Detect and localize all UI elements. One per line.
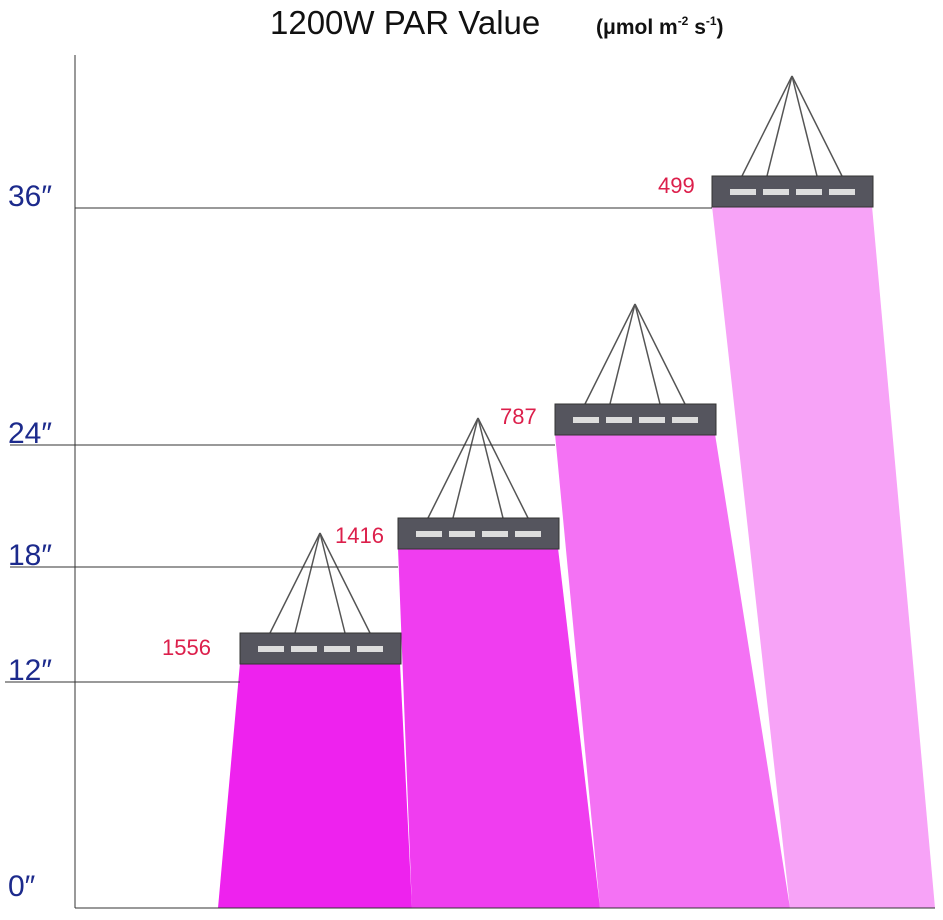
lamp — [397, 417, 560, 550]
lamp-vent — [639, 417, 665, 423]
lamp-vent — [672, 417, 698, 423]
lamp — [239, 532, 402, 665]
unit-exp: -1 — [706, 14, 717, 28]
hanger — [584, 303, 636, 405]
hanger — [634, 303, 686, 405]
lamp-vent — [357, 646, 383, 652]
lamp-vent — [324, 646, 350, 652]
lamp — [711, 75, 874, 208]
lamp-vent — [606, 417, 632, 423]
lamp-vent — [730, 189, 756, 195]
unit: (μmol m-2 s-1) — [596, 14, 724, 39]
lamps: 1556 1416 787 499 — [162, 75, 874, 665]
lamp-vent — [763, 189, 789, 195]
lamp-vent — [416, 531, 442, 537]
beam — [218, 663, 412, 908]
unit-mid: s — [688, 16, 706, 39]
hanger — [427, 417, 479, 519]
light-beams — [218, 206, 935, 908]
beam — [555, 434, 790, 908]
beam — [712, 206, 935, 908]
hanger — [319, 532, 371, 634]
hanger — [319, 532, 346, 634]
hanger — [477, 417, 529, 519]
unit-close: ) — [717, 16, 724, 39]
hanger — [741, 75, 793, 177]
hanger — [477, 417, 504, 519]
hanger — [452, 417, 479, 519]
lamp-vent — [573, 417, 599, 423]
hanger — [609, 303, 636, 405]
lamp-vent — [449, 531, 475, 537]
lamp-vent — [796, 189, 822, 195]
hanger — [791, 75, 843, 177]
lamp-vent — [482, 531, 508, 537]
height-label: 0″ — [8, 870, 36, 903]
hanger — [766, 75, 793, 177]
lamp-vent — [258, 646, 284, 652]
title: 1200W PAR Value — [270, 4, 540, 41]
unit-exp: -2 — [678, 14, 689, 28]
par-reading: 499 — [658, 173, 695, 198]
hanger — [634, 303, 661, 405]
hanger — [294, 532, 321, 634]
lamp-vent — [829, 189, 855, 195]
hanger — [791, 75, 818, 177]
par-reading: 1556 — [162, 635, 211, 660]
beam — [398, 548, 600, 908]
par-reading: 1416 — [335, 523, 384, 548]
lamp-vent — [291, 646, 317, 652]
hanger — [269, 532, 321, 634]
height-label: 36″ — [8, 180, 52, 213]
unit-base: (μmol m — [596, 16, 678, 39]
lamp-vent — [515, 531, 541, 537]
lamp — [554, 303, 717, 436]
par-reading: 787 — [500, 404, 537, 429]
